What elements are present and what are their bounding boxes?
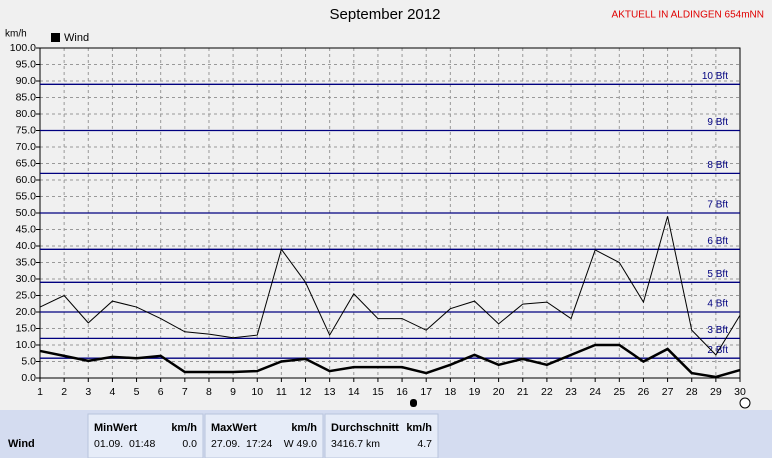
x-tick-label: 21 bbox=[517, 386, 529, 398]
cell-value: 0.0 bbox=[182, 438, 197, 450]
cell-value: 4.7 bbox=[417, 438, 432, 450]
x-tick-label: 3 bbox=[85, 386, 91, 398]
x-tick-label: 19 bbox=[469, 386, 481, 398]
reference-label: 4 Bft bbox=[707, 299, 728, 310]
cell-text: 3416.7 km bbox=[331, 438, 380, 450]
x-tick-label: 28 bbox=[686, 386, 698, 398]
reference-label: 6 Bft bbox=[707, 236, 728, 247]
y-tick-label: 80.0 bbox=[16, 108, 37, 120]
x-tick-label: 16 bbox=[396, 386, 408, 398]
x-tick-label: 27 bbox=[662, 386, 674, 398]
column-title: MaxWert bbox=[211, 422, 257, 434]
cell-text: 01.09. 01:48 bbox=[94, 438, 155, 450]
x-tick-label: 24 bbox=[589, 386, 601, 398]
reference-label: 5 Bft bbox=[707, 269, 728, 280]
column-unit: km/h bbox=[406, 422, 432, 434]
cell-value: W 49.0 bbox=[284, 438, 317, 450]
y-tick-label: 55.0 bbox=[16, 190, 37, 202]
table-cell bbox=[87, 413, 204, 458]
y-tick-label: 100.0 bbox=[10, 42, 36, 54]
moon-icon bbox=[739, 397, 751, 409]
x-tick-label: 26 bbox=[638, 386, 650, 398]
y-tick-label: 45.0 bbox=[16, 223, 37, 235]
x-tick-label: 10 bbox=[251, 386, 263, 398]
x-tick-label: 14 bbox=[348, 386, 360, 398]
y-tick-label: 65.0 bbox=[16, 157, 37, 169]
x-tick-label: 4 bbox=[109, 386, 115, 398]
x-tick-label: 6 bbox=[158, 386, 164, 398]
x-tick-label: 30 bbox=[734, 386, 746, 398]
table-cell bbox=[324, 413, 439, 458]
y-tick-label: 25.0 bbox=[16, 289, 37, 301]
column-title: MinWert bbox=[94, 422, 138, 434]
legend-label: Wind bbox=[64, 32, 89, 44]
chart-title: September 2012 bbox=[330, 6, 441, 23]
x-tick-label: 11 bbox=[276, 386, 287, 398]
data-line bbox=[39, 343, 741, 379]
x-tick-label: 1 bbox=[37, 386, 43, 398]
y-tick-label: 40.0 bbox=[16, 240, 37, 252]
y-tick-label: 35.0 bbox=[16, 256, 37, 268]
reference-label: 8 Bft bbox=[707, 160, 728, 171]
x-tick-label: 29 bbox=[710, 386, 722, 398]
x-tick-label: 23 bbox=[565, 386, 577, 398]
y-tick-label: 85.0 bbox=[16, 91, 37, 103]
x-tick-label: 15 bbox=[372, 386, 384, 398]
y-tick-label: 10.0 bbox=[16, 339, 37, 351]
reference-label: 3 Bft bbox=[707, 325, 728, 336]
x-tick-label: 13 bbox=[324, 386, 336, 398]
x-tick-label: 8 bbox=[206, 386, 212, 398]
x-tick-label: 20 bbox=[493, 386, 505, 398]
x-tick-label: 2 bbox=[61, 386, 67, 398]
y-tick-label: 0.0 bbox=[21, 372, 36, 384]
y-tick-label: 70.0 bbox=[16, 141, 37, 153]
y-tick-label: 75.0 bbox=[16, 124, 37, 136]
reference-label: 7 Bft bbox=[707, 200, 728, 211]
moon-icon bbox=[410, 399, 417, 407]
y-tick-label: 95.0 bbox=[16, 58, 37, 70]
legend-swatch bbox=[51, 33, 60, 42]
reference-label: 9 Bft bbox=[707, 117, 728, 128]
y-tick-label: 20.0 bbox=[16, 306, 37, 318]
y-tick-label: 60.0 bbox=[16, 174, 37, 186]
x-tick-label: 7 bbox=[182, 386, 188, 398]
cell-text: 27.09. 17:24 bbox=[211, 438, 272, 450]
column-unit: km/h bbox=[291, 422, 317, 434]
reference-label: 2 Bft bbox=[707, 345, 728, 356]
x-tick-label: 12 bbox=[300, 386, 312, 398]
x-tick-label: 9 bbox=[230, 386, 236, 398]
y-tick-label: 15.0 bbox=[16, 322, 37, 334]
reference-label: 10 Bft bbox=[702, 71, 728, 82]
y-tick-label: 30.0 bbox=[16, 273, 37, 285]
table-cell bbox=[204, 413, 324, 458]
y-axis-label: km/h bbox=[5, 29, 27, 40]
x-tick-label: 25 bbox=[613, 386, 625, 398]
y-tick-label: 90.0 bbox=[16, 75, 37, 87]
column-title: Durchschnitt bbox=[331, 422, 399, 434]
column-unit: km/h bbox=[171, 422, 197, 434]
y-tick-label: 50.0 bbox=[16, 207, 37, 219]
x-tick-label: 5 bbox=[134, 386, 140, 398]
data-line bbox=[39, 216, 741, 356]
x-tick-label: 17 bbox=[420, 386, 432, 398]
chart-subtitle: AKTUELL IN ALDINGEN 654mNN bbox=[612, 10, 764, 21]
x-tick-label: 22 bbox=[541, 386, 553, 398]
y-tick-label: 5.0 bbox=[21, 355, 36, 367]
row-label: Wind bbox=[8, 438, 35, 450]
x-tick-label: 18 bbox=[445, 386, 457, 398]
